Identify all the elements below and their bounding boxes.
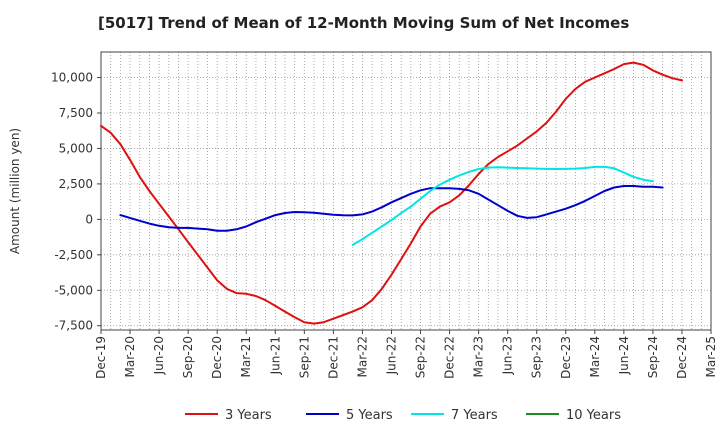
x-tick-label: Dec-19 — [94, 336, 108, 379]
x-tick-label: Sep-20 — [181, 336, 195, 378]
x-tick-label: Jun-23 — [501, 336, 515, 375]
plot-area — [101, 52, 711, 330]
x-tick-label: Mar-23 — [472, 336, 486, 377]
y-tick-label: -7,500 — [54, 319, 93, 333]
x-tick-label: Sep-21 — [297, 336, 311, 378]
y-tick-label: -5,000 — [54, 283, 93, 297]
y-tick-label: 0 — [85, 212, 93, 226]
legend-label: 10 Years — [566, 408, 621, 423]
x-tick-label: Jun-22 — [384, 336, 398, 375]
y-tick-label: 10,000 — [51, 71, 93, 85]
x-tick-label: Mar-20 — [123, 336, 137, 377]
x-tick-label: Dec-23 — [559, 336, 573, 379]
legend-label: 5 Years — [346, 408, 393, 423]
x-tick-label: Mar-22 — [355, 336, 369, 377]
x-tick-label: Dec-21 — [326, 336, 340, 379]
vertical-grid — [110, 52, 702, 330]
series-line-5-years — [119, 185, 664, 232]
x-tick-label: Mar-24 — [588, 336, 602, 377]
legend: 3 Years 5 Years 7 Years 10 Years — [185, 408, 621, 423]
x-tick-label: Jun-20 — [152, 336, 166, 375]
y-tick-label: -2,500 — [54, 248, 93, 262]
plot-border — [100, 51, 712, 331]
x-tick-label: Jun-21 — [268, 336, 282, 375]
x-tick-label: Jun-24 — [617, 336, 631, 375]
chart-title: [5017] Trend of Mean of 12-Month Moving … — [98, 14, 630, 32]
legend-label: 7 Years — [451, 408, 498, 423]
y-axis-label: Amount (million yen) — [8, 128, 22, 254]
x-tick-label: Sep-22 — [414, 336, 428, 378]
x-tick-label: Mar-21 — [239, 336, 253, 377]
series-line-7-years — [351, 165, 654, 246]
y-tick-label: 7,500 — [59, 106, 93, 120]
x-tick-label: Mar-25 — [704, 336, 718, 377]
x-tick-label: Dec-22 — [443, 336, 457, 379]
y-tick-label: 5,000 — [59, 141, 93, 155]
series-line-3-years — [100, 61, 683, 325]
x-tick-label: Dec-24 — [675, 336, 689, 379]
x-tick-label: Sep-23 — [530, 336, 544, 378]
x-tick-label: Dec-20 — [210, 336, 224, 379]
legend-label: 3 Years — [225, 408, 272, 423]
x-tick-label: Sep-24 — [646, 336, 660, 378]
y-tick-label: 2,500 — [59, 177, 93, 191]
